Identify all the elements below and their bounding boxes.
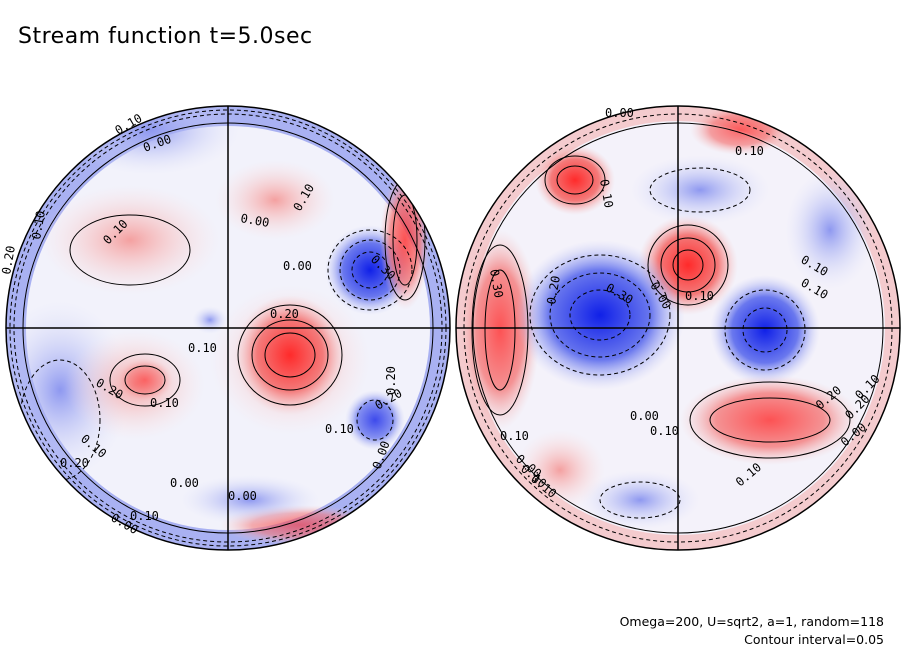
left-contour-label: 0.20 <box>60 456 89 470</box>
left-contour-label: 0.10 <box>150 396 179 410</box>
left-contour-label: 0.00 <box>239 211 270 230</box>
right-contour-label: 0.10 <box>650 424 679 438</box>
right-hemisphere <box>455 105 901 551</box>
right-contour-label: 0.10 <box>500 429 529 443</box>
right-contour-label: 0.30 <box>487 268 506 299</box>
left-contour-label: 0.10 <box>130 509 159 523</box>
footer-params: Omega=200, U=sqrt2, a=1, random=118 <box>619 614 884 629</box>
left-contour-label: 0.10 <box>325 422 354 436</box>
left-contour-label: 0.10 <box>188 341 217 355</box>
right-contour-label: 0.10 <box>735 144 764 158</box>
left-contour-label: 0.00 <box>283 259 312 273</box>
left-contour-label: 0.20 <box>384 366 398 395</box>
right-contour-label: 0.10 <box>597 178 616 209</box>
left-contour-label: 0.10 <box>29 210 48 241</box>
left-contour-label: 0.20 <box>0 245 18 276</box>
footer-interval: Contour interval=0.05 <box>744 632 884 647</box>
right-contour-label: 0.20 <box>544 275 563 306</box>
plot-title: Stream function t=5.0sec <box>18 24 313 49</box>
left-contour-label: 0.00 <box>170 476 199 490</box>
right-contour-label: 0.10 <box>685 289 714 303</box>
left-contour-label: 0.00 <box>228 489 257 503</box>
right-contour-label: 0.00 <box>630 409 659 423</box>
left-hemisphere <box>5 105 451 551</box>
left-contour-label: 0.20 <box>270 307 299 321</box>
right-contour-label: 0.00 <box>605 106 634 120</box>
